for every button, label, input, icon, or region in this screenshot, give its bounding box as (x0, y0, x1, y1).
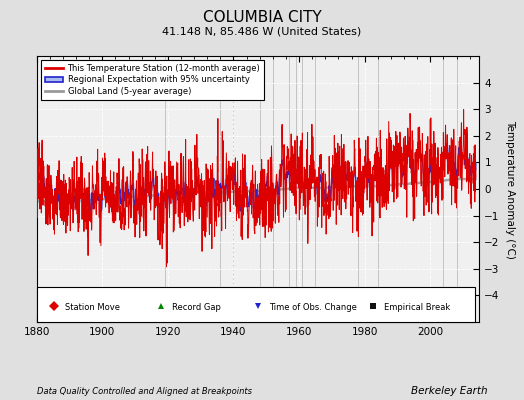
Text: COLUMBIA CITY: COLUMBIA CITY (203, 10, 321, 25)
Text: 41.148 N, 85.486 W (United States): 41.148 N, 85.486 W (United States) (162, 26, 362, 36)
Legend: This Temperature Station (12-month average), Regional Expectation with 95% uncer: This Temperature Station (12-month avera… (41, 60, 265, 100)
Y-axis label: Temperature Anomaly (°C): Temperature Anomaly (°C) (505, 120, 515, 258)
Text: Station Move: Station Move (66, 303, 121, 312)
Text: Record Gap: Record Gap (172, 303, 221, 312)
Text: Data Quality Controlled and Aligned at Breakpoints: Data Quality Controlled and Aligned at B… (37, 387, 252, 396)
Text: Empirical Break: Empirical Break (384, 303, 451, 312)
FancyBboxPatch shape (37, 288, 475, 322)
Text: Berkeley Earth: Berkeley Earth (411, 386, 487, 396)
Text: Time of Obs. Change: Time of Obs. Change (269, 303, 357, 312)
